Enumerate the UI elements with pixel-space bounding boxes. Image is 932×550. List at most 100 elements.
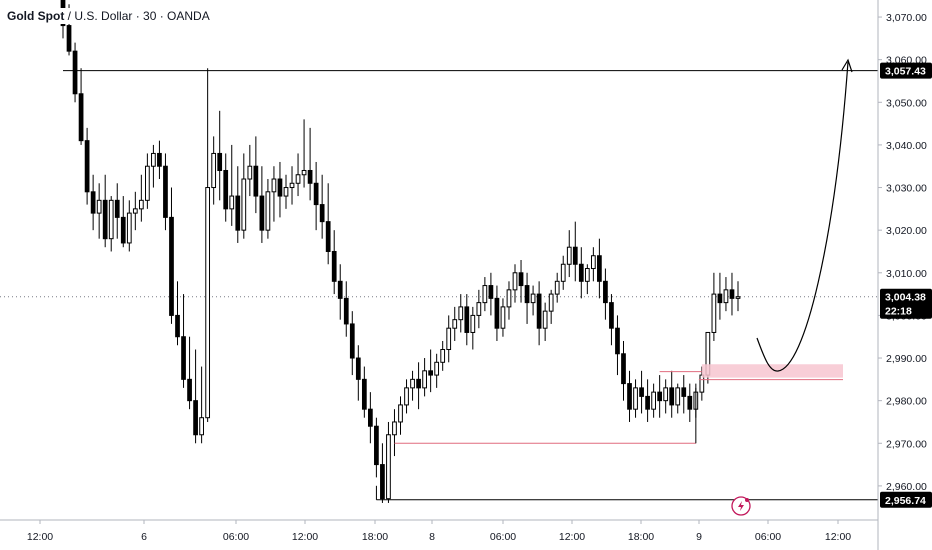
candle-body	[392, 421, 397, 436]
time-tick-label: 12:00	[559, 531, 585, 543]
candle-body	[494, 297, 500, 329]
candle-body	[518, 272, 524, 287]
candle-body	[355, 357, 361, 380]
candle-body	[72, 50, 78, 95]
candle-body	[181, 336, 186, 380]
candle-body	[512, 272, 518, 291]
time-tick-label: 8	[429, 531, 435, 543]
candle-body	[530, 293, 536, 304]
candle-body	[542, 310, 548, 329]
candle-body	[90, 191, 96, 214]
candle-body	[235, 195, 241, 231]
projection-arrow	[756, 61, 849, 372]
candle-body	[524, 285, 530, 304]
demand-zone	[701, 364, 843, 378]
candle-body	[464, 306, 470, 333]
time-tick-label: 12:00	[292, 531, 318, 543]
candle-body	[572, 246, 578, 265]
candle-body	[452, 319, 458, 329]
candle-body	[313, 182, 319, 206]
candle-body	[349, 323, 355, 359]
time-tick-label: 9	[696, 531, 702, 543]
candle-body	[169, 216, 174, 316]
price-tag-countdown: 22:18	[885, 306, 912, 318]
time-tick-label: 06:00	[755, 531, 781, 543]
candle-body	[175, 314, 180, 338]
candle-body	[96, 199, 102, 214]
candle-body	[657, 391, 663, 402]
candle-body	[723, 289, 729, 304]
candle-body	[374, 425, 379, 466]
candle-body	[187, 378, 192, 402]
price-tick-label: 2,960.00	[886, 481, 927, 493]
candle-body	[337, 280, 343, 299]
time-tick-label: 6	[141, 531, 147, 543]
candle-body	[331, 250, 337, 282]
title-separator: /	[67, 9, 72, 23]
price-tick-label: 3,070.00	[886, 12, 927, 24]
price-tag-label: 3,004.38	[885, 292, 926, 304]
candle-body	[729, 289, 735, 299]
price-axis[interactable]: 3,070.003,060.003,050.003,040.003,030.00…	[877, 0, 927, 550]
candle-body	[102, 199, 108, 240]
time-tick-label: 12:00	[825, 531, 851, 543]
candle-body	[621, 353, 626, 385]
price-tick-label: 3,050.00	[886, 97, 927, 109]
candle-body	[325, 221, 331, 252]
candle-body	[211, 152, 217, 189]
candle-body	[229, 195, 235, 210]
drawings-layer	[394, 58, 853, 516]
price-tick-label: 3,020.00	[886, 225, 927, 237]
candle-body	[560, 263, 566, 282]
candle-body	[247, 165, 253, 180]
price-tick-label: 3,040.00	[886, 140, 927, 152]
candle-body	[259, 195, 265, 231]
candle-body	[205, 187, 211, 419]
price-tag-label: 2,956.74	[885, 495, 926, 507]
candle-body	[488, 285, 494, 299]
candle-body	[578, 263, 584, 282]
candle-body	[597, 255, 602, 282]
candle-body	[380, 464, 385, 500]
candle-body	[253, 165, 259, 197]
candle-body	[307, 169, 313, 184]
candle-body	[404, 387, 409, 406]
candle-body	[217, 152, 223, 171]
candle-body	[277, 178, 283, 197]
time-axis[interactable]: 12:00 6 06:00 12:00 18:00 8 06:00 12:00 18:00 9 06…	[0, 519, 878, 543]
candle-body	[669, 387, 675, 406]
candle-body	[428, 370, 434, 376]
candle-body	[265, 191, 271, 231]
candle-body	[603, 280, 608, 304]
candle-body	[651, 391, 656, 410]
candle-body	[295, 174, 301, 184]
candle-body	[536, 293, 542, 329]
candle-body	[663, 387, 669, 402]
candle-body	[584, 268, 590, 282]
candle-body	[163, 165, 168, 218]
candle-body	[609, 302, 614, 329]
candle-body	[440, 349, 446, 363]
price-tag: 3,057.43	[880, 62, 932, 79]
time-tick-label: 06:00	[223, 531, 249, 543]
price-tick-label: 2,980.00	[886, 396, 927, 408]
candle-body	[482, 285, 488, 304]
candle-body	[548, 293, 554, 312]
candles-layer	[60, 0, 741, 503]
candle-body	[639, 387, 644, 397]
time-tick-label: 06:00	[490, 531, 516, 543]
symbol-name: Gold Spot	[7, 9, 65, 23]
candle-body	[151, 152, 156, 167]
projection-arrow-head	[841, 58, 853, 73]
candle-body	[681, 387, 687, 397]
candle-body	[627, 383, 632, 410]
price-tag: 2,956.74	[880, 491, 932, 508]
candle-body	[319, 204, 325, 223]
candle-body	[271, 178, 277, 193]
candle-body	[554, 280, 560, 295]
candle-body	[108, 199, 114, 240]
price-tag-label: 3,057.43	[885, 66, 926, 78]
candle-body	[735, 296, 741, 299]
candle-body	[470, 314, 476, 333]
